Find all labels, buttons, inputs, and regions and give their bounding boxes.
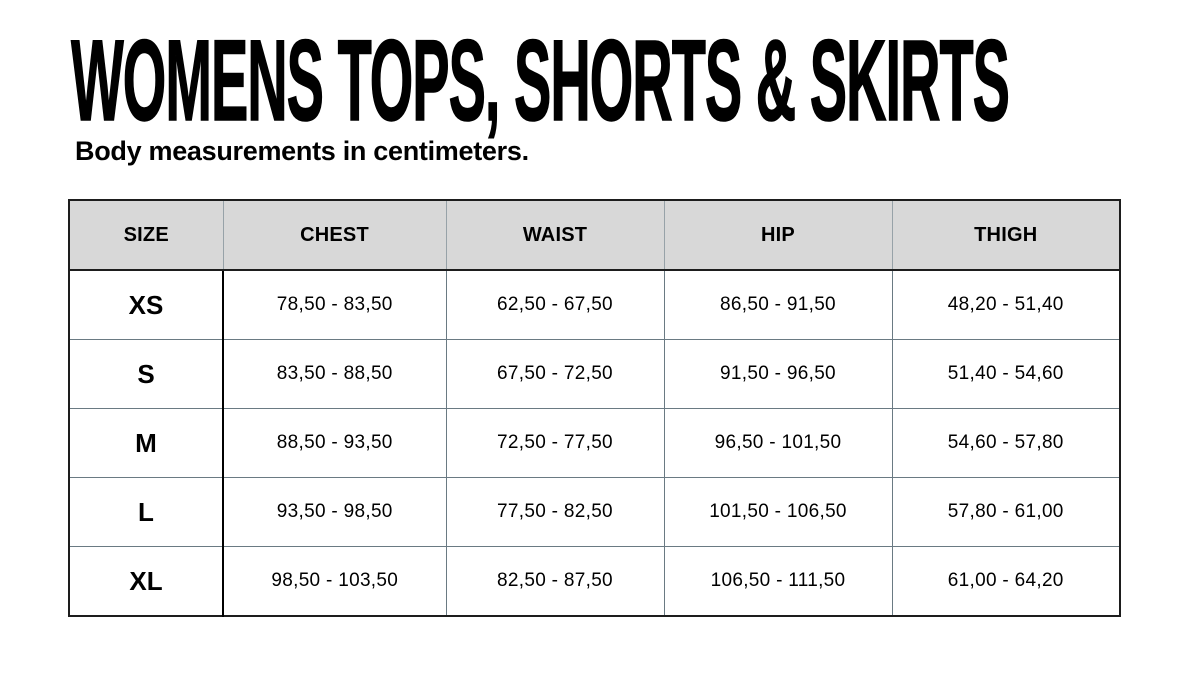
table-row-s: S 83,50 - 88,50 67,50 - 72,50 91,50 - 96,50… — [68, 339, 1121, 410]
cell-hip: 96,50 - 101,50 — [663, 408, 893, 479]
cell-thigh: 61,00 - 64,20 — [891, 546, 1121, 617]
column-header-waist: WAIST — [445, 199, 665, 272]
cell-size: XL — [68, 546, 224, 617]
table-row-xs: XS 78,50 - 83,50 62,50 - 67,50 86,50 - 91,5… — [68, 269, 1121, 341]
column-header-chest: CHEST — [222, 199, 447, 272]
cell-thigh: 51,40 - 54,60 — [891, 339, 1121, 410]
table-row-l: L 93,50 - 98,50 77,50 - 82,50 101,50 - 106,… — [68, 477, 1121, 548]
cell-size: S — [68, 339, 224, 410]
page-subtitle: Body measurements in centimeters. — [75, 136, 529, 166]
cell-thigh: 54,60 - 57,80 — [891, 408, 1121, 479]
table-body: XS 78,50 - 83,50 62,50 - 67,50 86,50 - 91,5… — [68, 269, 1121, 617]
cell-chest: 98,50 - 103,50 — [222, 546, 447, 617]
cell-waist: 62,50 - 67,50 — [445, 269, 665, 341]
table-row-xl: XL 98,50 - 103,50 82,50 - 87,50 106,50 - 11… — [68, 546, 1121, 617]
column-header-hip: HIP — [663, 199, 893, 272]
cell-size: L — [68, 477, 224, 548]
cell-hip: 86,50 - 91,50 — [663, 269, 893, 341]
cell-thigh: 57,80 - 61,00 — [891, 477, 1121, 548]
cell-chest: 88,50 - 93,50 — [222, 408, 447, 479]
cell-chest: 83,50 - 88,50 — [222, 339, 447, 410]
table-header-row: SIZE CHEST WAIST HIP THIGH — [68, 199, 1121, 272]
cell-waist: 77,50 - 82,50 — [445, 477, 665, 548]
cell-hip: 101,50 - 106,50 — [663, 477, 893, 548]
cell-thigh: 48,20 - 51,40 — [891, 269, 1121, 341]
cell-size: XS — [68, 269, 224, 341]
column-header-thigh: THIGH — [891, 199, 1121, 272]
size-chart-table: SIZE CHEST WAIST HIP THIGH XS 78,50 - 83,50 62… — [68, 199, 1121, 618]
cell-chest: 78,50 - 83,50 — [222, 269, 447, 341]
column-header-size: SIZE — [68, 199, 224, 272]
cell-hip: 91,50 - 96,50 — [663, 339, 893, 410]
cell-chest: 93,50 - 98,50 — [222, 477, 447, 548]
cell-waist: 72,50 - 77,50 — [445, 408, 665, 479]
cell-size: M — [68, 408, 224, 479]
table-row-m: M 88,50 - 93,50 72,50 - 77,50 96,50 - 101,5… — [68, 408, 1121, 479]
cell-hip: 106,50 - 111,50 — [663, 546, 893, 617]
cell-waist: 82,50 - 87,50 — [445, 546, 665, 617]
cell-waist: 67,50 - 72,50 — [445, 339, 665, 410]
page-title: WOMENS TOPS, SHORTS & SKIRTS — [71, 17, 1011, 145]
